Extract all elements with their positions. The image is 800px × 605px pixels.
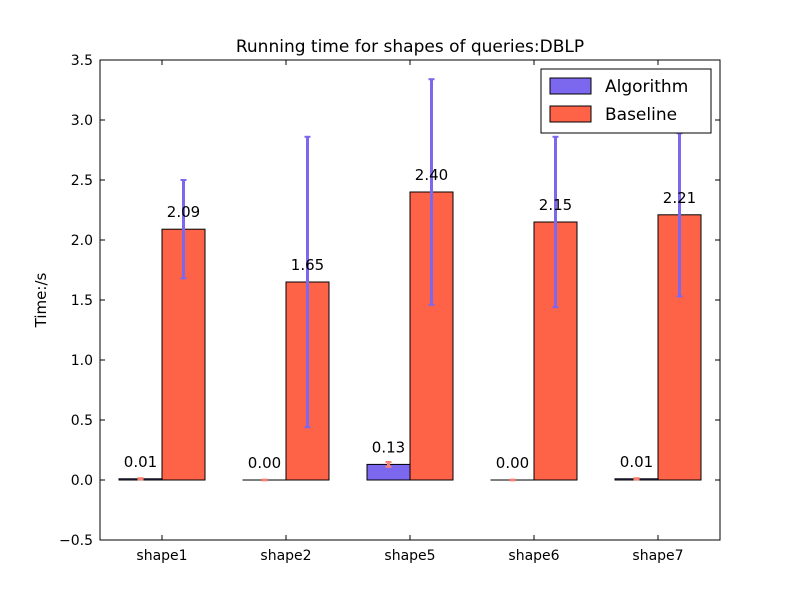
data-label-baseline-shape1: 2.09 [167, 203, 200, 221]
data-label-algorithm-shape6: 0.00 [496, 454, 529, 472]
error-bar-algorithm-shape6 [510, 480, 516, 481]
error-bar-algorithm-shape7 [634, 478, 640, 479]
y-tick-label-8: 3.5 [71, 53, 93, 69]
error-bar-algorithm-shape2 [262, 480, 268, 481]
x-tick-label-shape2: shape2 [260, 548, 311, 564]
y-tick-label-2: 0.5 [71, 413, 93, 429]
data-label-baseline-shape5: 2.40 [415, 166, 448, 184]
y-tick-label-5: 2.0 [71, 233, 93, 249]
y-tick-label-1: 0.0 [71, 473, 93, 489]
data-label-algorithm-shape5: 0.13 [372, 438, 405, 456]
data-label-algorithm-shape2: 0.00 [248, 454, 281, 472]
y-tick-label-3: 1.0 [71, 353, 93, 369]
legend: Algorithm Baseline [541, 69, 711, 133]
data-label-algorithm-shape7: 0.01 [620, 453, 653, 471]
legend-label-algorithm: Algorithm [605, 77, 688, 97]
y-tick-label-6: 2.5 [71, 173, 93, 189]
x-tick-label-shape1: shape1 [136, 548, 187, 564]
data-label-baseline-shape2: 1.65 [291, 256, 324, 274]
data-label-baseline-shape7: 2.21 [663, 189, 696, 207]
chart-title: Running time for shapes of queries:DBLP [236, 37, 584, 57]
y-tick-label-4: 1.5 [71, 293, 93, 309]
x-tick-label-shape6: shape6 [508, 548, 559, 564]
legend-swatch-algorithm [550, 78, 591, 94]
y-axis-label: Time:/s [32, 273, 50, 329]
data-label-algorithm-shape1: 0.01 [124, 453, 157, 471]
legend-label-baseline: Baseline [605, 105, 677, 125]
x-tick-label-shape7: shape7 [632, 548, 683, 564]
y-tick-label-7: 3.0 [71, 113, 93, 129]
y-tick-label-0: −0.5 [59, 533, 93, 549]
legend-swatch-baseline [550, 106, 591, 122]
error-bar-algorithm-shape1 [138, 478, 144, 479]
data-label-baseline-shape6: 2.15 [539, 196, 572, 214]
x-tick-label-shape5: shape5 [384, 548, 435, 564]
